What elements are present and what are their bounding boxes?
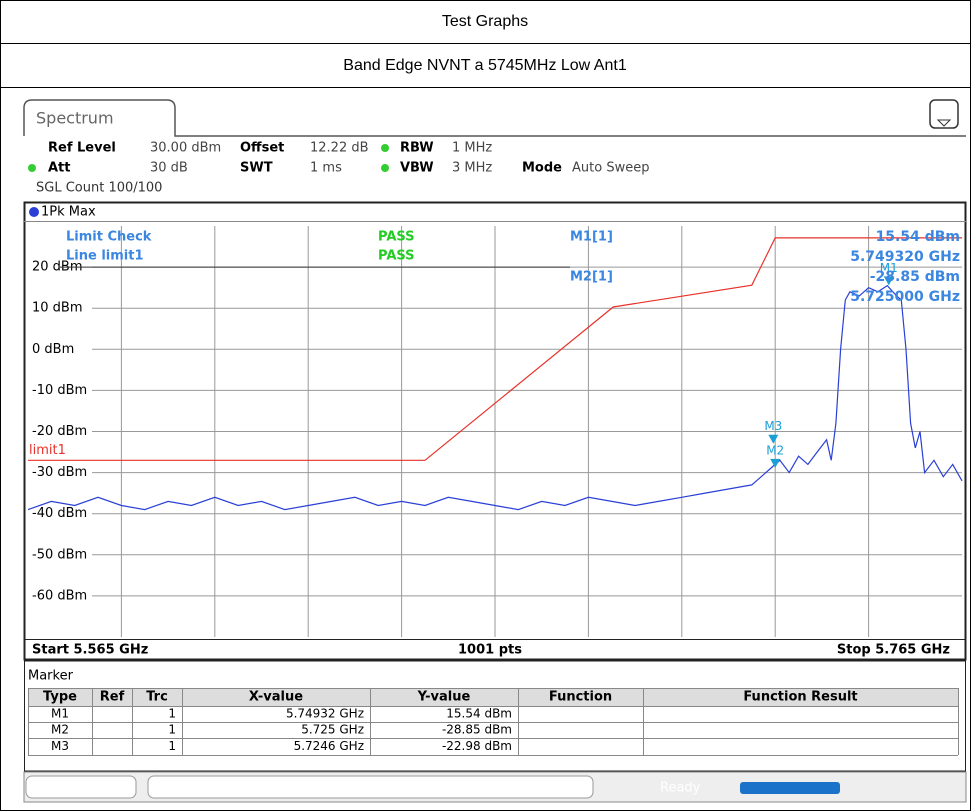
sweep-count: SGL Count 100/100 (36, 181, 162, 196)
y-tick-label: 10 dBm (32, 301, 83, 316)
limit-line (28, 237, 962, 461)
table-cell: 1 (168, 723, 176, 737)
marker-label: M1 (880, 261, 898, 275)
sweep-points: 1001 pts (458, 643, 522, 658)
column-header: Y-value (417, 690, 471, 705)
report-subtitle: Band Edge NVNT a 5745MHz Low Ant1 (343, 57, 627, 74)
column-header: Function (549, 690, 612, 705)
annotation: -28.85 dBm (870, 269, 960, 285)
table-cell: M1 (51, 707, 69, 721)
setting-value: Auto Sweep (572, 161, 649, 176)
status-field (25, 775, 137, 799)
annotation: 5.725000 GHz (850, 289, 960, 305)
status-field (147, 775, 594, 799)
setting-name: RBW (400, 141, 434, 156)
annotation: 5.749320 GHz (850, 249, 960, 265)
table-cell: -28.85 dBm (442, 723, 512, 737)
table-cell: 1 (168, 707, 176, 721)
limit-label: limit1 (29, 443, 66, 458)
setting-name: VBW (400, 161, 434, 176)
column-header: Ref (100, 690, 125, 705)
y-tick-label: -10 dBm (32, 383, 87, 398)
marker-label: M2 (766, 443, 784, 457)
setting-name: Ref Level (48, 141, 116, 156)
trace-name: 1Pk Max (41, 205, 96, 220)
annotation: 15.54 dBm (876, 229, 960, 245)
marker (770, 458, 781, 468)
table-cell: 1 (168, 739, 176, 753)
marker-label: M3 (764, 419, 782, 433)
icon-arrow (936, 119, 952, 127)
setting-value: 12.22 dB (310, 141, 369, 156)
setting-name: Mode (522, 161, 562, 176)
y-tick-label: 0 dBm (32, 342, 74, 357)
status-text: Ready (660, 781, 701, 796)
y-tick-label: -30 dBm (32, 465, 87, 480)
annotation: M2[1] (570, 270, 613, 285)
marker-panel (24, 660, 966, 772)
column-header: Trc (146, 690, 168, 705)
marker (883, 276, 894, 286)
menu-icon[interactable] (929, 99, 959, 129)
table-cell: 5.725 GHz (301, 723, 364, 737)
table-cell: M3 (51, 739, 69, 753)
setting-value: 30.00 dBm (150, 141, 221, 156)
annotation: PASS (378, 230, 415, 245)
progress-bar (740, 782, 840, 794)
y-tick-label: -60 dBm (32, 588, 87, 603)
y-tick-label: -50 dBm (32, 547, 87, 562)
annotation: Line limit1 (66, 249, 144, 264)
status-dot (381, 164, 389, 172)
setting-name: SWT (240, 161, 273, 176)
annotation: Limit Check (66, 230, 152, 245)
column-header: Type (43, 690, 77, 705)
table-cell: 15.54 dBm (446, 707, 512, 721)
sweep-start: Start 5.565 GHz (32, 643, 148, 658)
marker-title: Marker (28, 669, 74, 684)
table-cell: 5.74932 GHz (286, 707, 364, 721)
column-header: X-value (249, 690, 303, 705)
tab-label: Spectrum (36, 109, 114, 128)
tab (23, 99, 966, 137)
setting-name: Att (48, 161, 71, 176)
status-dot (381, 144, 389, 152)
table-cell: 5.7246 GHz (294, 739, 364, 753)
setting-value: 1 MHz (452, 141, 492, 156)
y-tick-label: -20 dBm (32, 424, 87, 439)
setting-value: 30 dB (150, 161, 188, 176)
y-tick-label: -40 dBm (32, 506, 87, 521)
sweep-stop: Stop 5.765 GHz (837, 643, 950, 658)
y-tick-label: 20 dBm (32, 260, 83, 275)
status-dot (28, 164, 36, 172)
marker (768, 434, 779, 444)
table-cell: M2 (51, 723, 69, 737)
annotation: M1[1] (570, 230, 613, 245)
table-cell: -22.98 dBm (442, 739, 512, 753)
table-header (28, 688, 958, 706)
trace-dot (29, 207, 39, 217)
setting-value: 3 MHz (452, 161, 492, 176)
trace (27, 284, 963, 511)
column-header: Function Result (743, 690, 857, 705)
plot-frame (23, 201, 967, 661)
report-title: Test Graphs (442, 13, 528, 30)
setting-name: Offset (240, 141, 284, 156)
annotation: PASS (378, 249, 415, 264)
setting-value: 1 ms (310, 161, 342, 176)
